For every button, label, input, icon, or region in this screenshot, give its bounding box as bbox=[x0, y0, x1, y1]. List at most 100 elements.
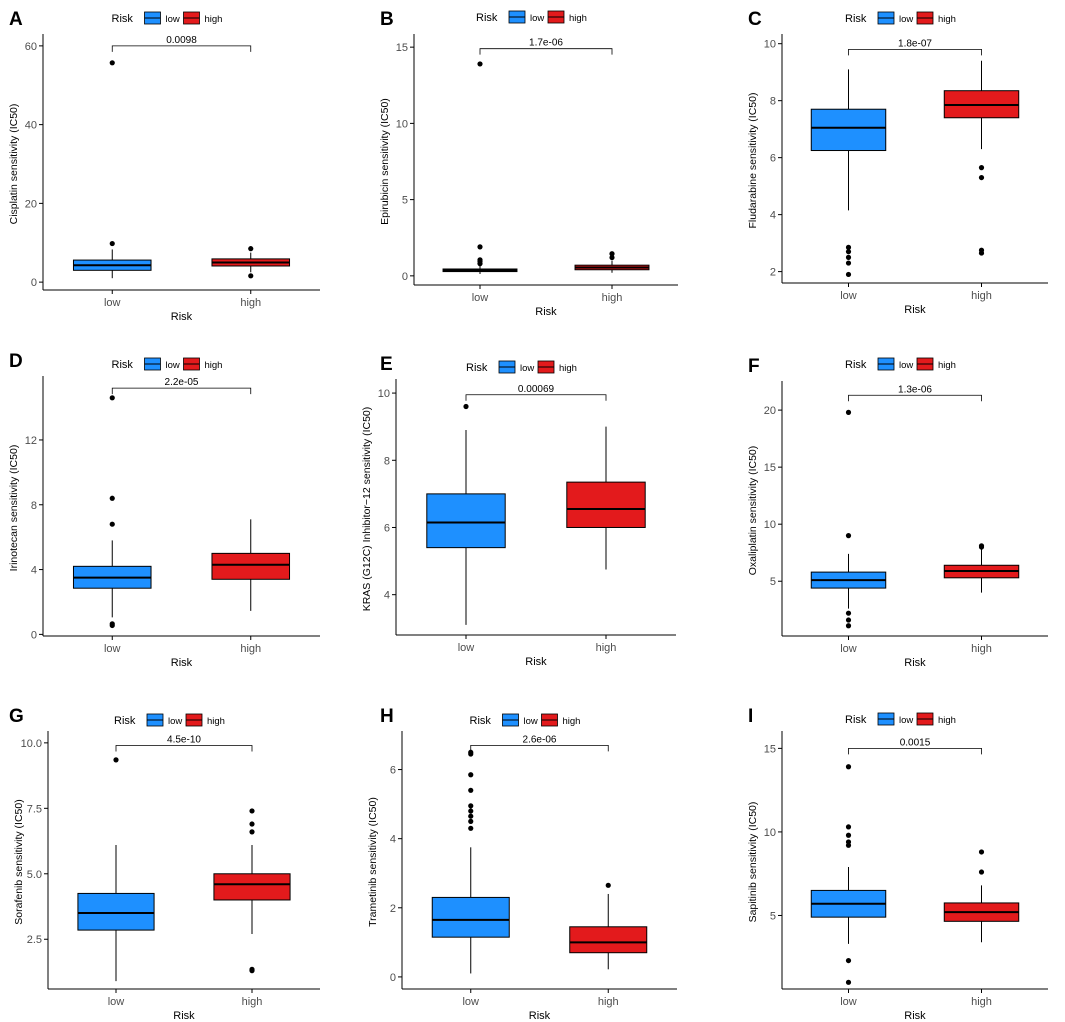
pvalue-label: 2.2e-05 bbox=[165, 377, 199, 388]
outlier-point bbox=[609, 251, 615, 257]
box-iqr bbox=[211, 552, 291, 580]
box-low bbox=[810, 409, 887, 629]
outlier-point bbox=[845, 617, 852, 623]
y-tick-label: 5 bbox=[402, 195, 408, 207]
x-tick-label-high: high bbox=[971, 643, 992, 655]
y-tick-label: 0 bbox=[390, 972, 396, 984]
y-axis-label: Epirubicin sensitivity (IC50) bbox=[379, 98, 391, 225]
y-tick-label: 10.0 bbox=[21, 738, 42, 750]
x-tick-label-high: high bbox=[596, 642, 617, 654]
outlier-point bbox=[845, 610, 852, 616]
pvalue-label: 1.8e-07 bbox=[898, 38, 932, 49]
x-tick-label-high: high bbox=[971, 996, 992, 1008]
outlier-point bbox=[109, 395, 115, 401]
outlier-point bbox=[978, 174, 985, 181]
outlier-point bbox=[845, 249, 852, 255]
x-tick-label-low: low bbox=[840, 290, 857, 302]
legend-label-low: low bbox=[899, 715, 913, 726]
x-tick-label-low: low bbox=[104, 297, 121, 309]
outlier-point bbox=[463, 403, 469, 410]
y-tick-label: 2 bbox=[770, 267, 776, 279]
legend: Risk low high bbox=[112, 11, 223, 25]
legend: Risk low high bbox=[845, 712, 956, 726]
panel-letter: A bbox=[9, 9, 23, 30]
y-tick-label: 10 bbox=[378, 388, 390, 400]
outlier-point bbox=[109, 521, 115, 527]
box-low bbox=[72, 60, 152, 279]
y-tick-label: 6 bbox=[390, 765, 396, 777]
outlier-point bbox=[109, 240, 115, 247]
y-axis-label: Cisplatin sensitivity (IC50) bbox=[8, 104, 20, 225]
box-iqr bbox=[810, 108, 887, 152]
bracket-line bbox=[111, 45, 252, 52]
panel-letter: B bbox=[380, 9, 394, 30]
legend-label-low: low bbox=[524, 716, 538, 727]
box-high bbox=[574, 251, 650, 273]
outlier-point bbox=[468, 803, 474, 809]
pvalue-bracket: 0.00069 bbox=[465, 384, 607, 401]
legend: Risk low high bbox=[476, 10, 587, 24]
legend-label-low: low bbox=[168, 716, 182, 727]
y-tick-label: 10 bbox=[764, 827, 776, 839]
y-tick-label: 10 bbox=[396, 118, 408, 130]
box-low bbox=[426, 403, 506, 625]
y-tick-label: 10 bbox=[764, 39, 776, 51]
legend-title: Risk bbox=[112, 13, 134, 25]
outlier-point bbox=[468, 813, 474, 819]
box-iqr bbox=[569, 926, 648, 954]
legend-label-high: high bbox=[563, 716, 581, 727]
outlier-point bbox=[605, 882, 611, 888]
y-axis-label: Trametinib sensitivity (IC50) bbox=[367, 797, 379, 927]
panel-a: A Risk low high 0 20 40 60 low high Risk Cisplatin … bbox=[8, 9, 320, 323]
x-axis-label: Risk bbox=[904, 304, 926, 316]
legend-label-high: high bbox=[205, 14, 223, 25]
box-low bbox=[810, 69, 887, 278]
box-high bbox=[943, 849, 1020, 943]
panel-h: H Risk low high 0 2 4 6 low high Risk Trametinib se… bbox=[367, 706, 677, 1022]
y-tick-label: 4 bbox=[770, 210, 776, 222]
panel-g: G Risk low high 2.5 5.0 7.5 10.0 low high Risk Sora… bbox=[9, 706, 320, 1022]
bracket-line bbox=[848, 394, 982, 402]
y-tick-label: 40 bbox=[25, 120, 37, 132]
outlier-point bbox=[845, 832, 852, 838]
pvalue-bracket: 0.0098 bbox=[111, 35, 252, 52]
x-tick-label-low: low bbox=[462, 996, 479, 1008]
pvalue-bracket: 2.2e-05 bbox=[111, 377, 252, 395]
x-tick-label-high: high bbox=[602, 292, 623, 304]
panel-letter: I bbox=[748, 706, 753, 727]
box-high bbox=[569, 882, 648, 970]
y-tick-label: 12 bbox=[25, 435, 37, 447]
outlier-point bbox=[845, 254, 852, 260]
box-low bbox=[72, 395, 152, 629]
box-iqr bbox=[77, 892, 155, 931]
pvalue-label: 0.0015 bbox=[900, 737, 931, 748]
x-tick-label-high: high bbox=[598, 996, 619, 1008]
outlier-point bbox=[468, 808, 474, 814]
y-axis-label: Irinotecan sensitivity (IC50) bbox=[8, 445, 20, 572]
legend-title: Risk bbox=[845, 714, 867, 726]
box-high bbox=[211, 246, 291, 279]
panel-letter: C bbox=[748, 9, 762, 30]
outlier-point bbox=[249, 821, 255, 827]
pvalue-label: 0.0098 bbox=[166, 35, 197, 46]
legend-title: Risk bbox=[466, 362, 488, 374]
y-axis-label: Fludarabine sensitivity (IC50) bbox=[747, 93, 759, 229]
outlier-point bbox=[845, 409, 852, 415]
pvalue-label: 4.5e-10 bbox=[167, 734, 201, 745]
y-tick-label: 8 bbox=[384, 455, 390, 467]
x-tick-label-high: high bbox=[971, 290, 992, 302]
x-tick-label-low: low bbox=[458, 642, 475, 654]
y-axis-label: KRAS (G12C) Inhibitor−12 sensitivity (IC… bbox=[361, 407, 373, 612]
panel-letter: F bbox=[748, 356, 760, 377]
legend-label-low: low bbox=[899, 14, 913, 25]
legend-title: Risk bbox=[114, 715, 136, 727]
pvalue-label: 1.7e-06 bbox=[529, 38, 563, 49]
y-axis-label: Oxaliplatin sensitivity (IC50) bbox=[747, 446, 759, 576]
y-tick-label: 5 bbox=[770, 576, 776, 588]
outlier-point bbox=[249, 968, 255, 974]
legend-title: Risk bbox=[476, 12, 498, 24]
pvalue-bracket: 1.3e-06 bbox=[848, 384, 982, 402]
pvalue-bracket: 2.6e-06 bbox=[470, 734, 609, 752]
outlier-point bbox=[113, 757, 119, 763]
